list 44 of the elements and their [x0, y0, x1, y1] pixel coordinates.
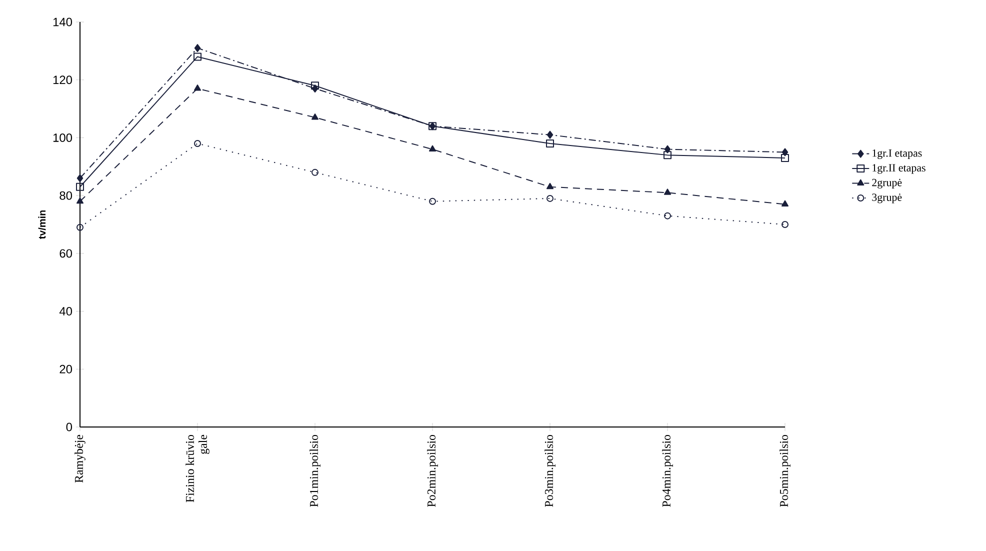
- point: [546, 139, 554, 148]
- y-axis-title: tv/min: [38, 210, 46, 240]
- legend-label: 1gr.II etapas: [872, 164, 926, 174]
- x-tick-label: Po1min.poilsio: [310, 434, 320, 507]
- point: [429, 198, 436, 205]
- legend-label: 3grupė: [872, 194, 902, 204]
- legend-label: 2grupė: [872, 178, 902, 188]
- point: [194, 52, 202, 61]
- point: [664, 151, 672, 160]
- point: [311, 82, 320, 90]
- y-tick-label: 140: [53, 18, 72, 26]
- x-tick-label: Po5min.poilsio: [780, 434, 790, 507]
- point: [782, 220, 789, 228]
- x-tick-label: Po3min.poilsio: [544, 434, 556, 507]
- x-tick-label: Po2min.poilsio: [427, 434, 438, 507]
- point: [428, 145, 436, 152]
- y-tick-label: 60: [60, 249, 72, 258]
- point: [194, 44, 201, 52]
- point: [781, 200, 789, 206]
- y-tick-label: 0: [66, 422, 72, 432]
- y-tick-label: 40: [59, 307, 72, 316]
- y-tick-label: 120: [53, 76, 72, 84]
- x-tick-label: Ramybėje: [74, 434, 86, 483]
- point: [76, 182, 84, 191]
- point: [546, 130, 554, 139]
- point: [76, 224, 84, 231]
- point: [781, 154, 790, 162]
- x-tick-label: Po4min.poilsio: [662, 434, 673, 507]
- legend-label: 1gr.I etapas: [872, 149, 922, 160]
- point: [194, 140, 201, 147]
- point: [546, 182, 554, 190]
- point: [664, 188, 672, 195]
- point: [664, 212, 672, 220]
- point: [311, 113, 319, 120]
- point: [312, 168, 319, 176]
- y-tick-label: 20: [60, 364, 72, 374]
- y-tick-label: 80: [60, 191, 72, 200]
- y-tick-label: 100: [53, 133, 72, 142]
- point: [782, 148, 788, 156]
- point: [76, 174, 84, 182]
- point: [546, 194, 554, 202]
- point: [194, 84, 202, 91]
- point: [76, 197, 84, 204]
- x-tick-label: Fizinio krūvio gale: [186, 434, 210, 502]
